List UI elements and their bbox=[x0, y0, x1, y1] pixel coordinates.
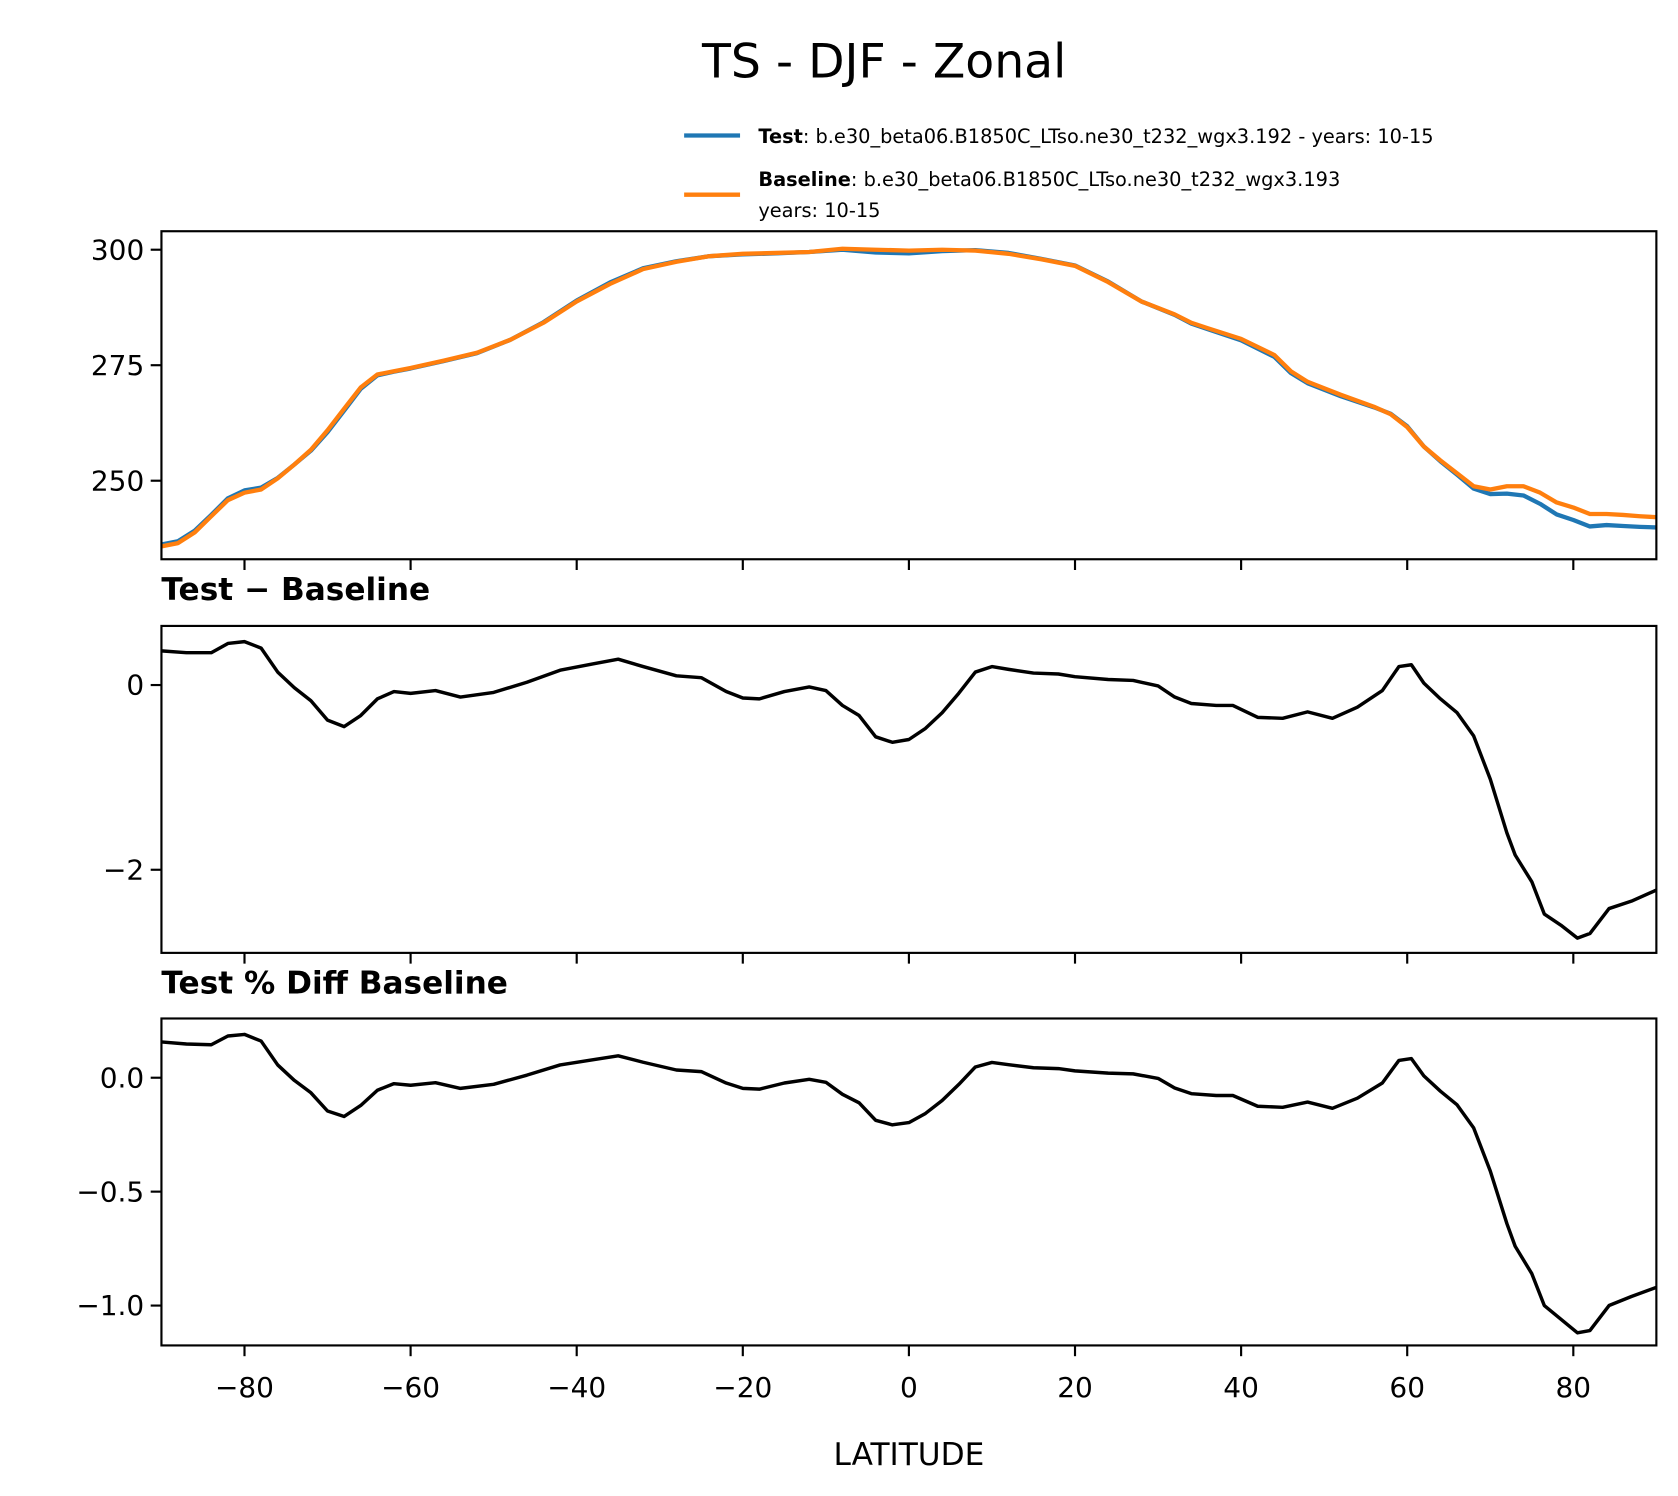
series-line-diff bbox=[161, 639, 1657, 940]
chart-title: TS - DJF - Zonal bbox=[701, 34, 1066, 89]
axes-frame bbox=[160, 230, 1658, 561]
legend-desc-baseline: : b.e30_beta06.B1850C_LTso.ne30_t232_wgx… bbox=[851, 168, 1340, 191]
panel-1: 250 275 300 bbox=[91, 230, 1658, 571]
y-tick-label: 275 bbox=[91, 349, 144, 382]
legend-label-baseline: Baseline bbox=[758, 168, 851, 191]
legend-desc2-baseline: years: 10-15 bbox=[758, 199, 880, 222]
axes-frame bbox=[160, 624, 1658, 954]
x-tick-label: −20 bbox=[713, 1371, 772, 1404]
y-tick-label: 0.0 bbox=[100, 1061, 144, 1094]
series-line-test bbox=[161, 247, 1657, 547]
x-tick-label: 0 bbox=[900, 1371, 918, 1404]
x-tick-label: −40 bbox=[547, 1371, 606, 1404]
y-tick-label: 300 bbox=[91, 233, 144, 266]
x-tick-label: −80 bbox=[215, 1371, 274, 1404]
series-line-baseline bbox=[161, 246, 1657, 549]
x-axis-label: LATITUDE bbox=[834, 1437, 985, 1473]
svg-text:Baseline: b.e30_beta06.B1850C_: Baseline: b.e30_beta06.B1850C_LTso.ne30_… bbox=[758, 168, 1340, 191]
legend-label-test: Test bbox=[758, 125, 803, 148]
panel-2: −2 0 bbox=[103, 624, 1658, 964]
svg-text:Test: b.e30_beta06.B1850C_LTso: Test: b.e30_beta06.B1850C_LTso.ne30_t232… bbox=[758, 125, 1433, 148]
panel3-subtitle: Test % Diff Baseline bbox=[161, 966, 508, 1002]
series-line-diff bbox=[161, 1032, 1657, 1335]
panel-3: −80 −60 −40 −20 0 20 40 60 80 −1.0 −0.5 0.0 bbox=[76, 1017, 1658, 1404]
x-tick-label: 40 bbox=[1223, 1371, 1259, 1404]
legend-desc-test: : b.e30_beta06.B1850C_LTso.ne30_t232_wgx… bbox=[803, 125, 1434, 148]
y-tick-label: 250 bbox=[91, 464, 144, 497]
y-tick-label: 0 bbox=[126, 669, 144, 702]
axes-frame bbox=[160, 1017, 1658, 1347]
x-tick-label: 20 bbox=[1057, 1371, 1093, 1404]
y-tick-label: −0.5 bbox=[76, 1175, 144, 1208]
y-tick-label: −1.0 bbox=[76, 1289, 144, 1322]
x-tick-label: 80 bbox=[1556, 1371, 1592, 1404]
x-tick-label: −60 bbox=[381, 1371, 440, 1404]
y-tick-label: −2 bbox=[103, 853, 144, 886]
panel2-subtitle: Test − Baseline bbox=[161, 572, 430, 608]
x-tick-label: 60 bbox=[1389, 1371, 1425, 1404]
legend: Test: b.e30_beta06.B1850C_LTso.ne30_t232… bbox=[684, 125, 1434, 222]
